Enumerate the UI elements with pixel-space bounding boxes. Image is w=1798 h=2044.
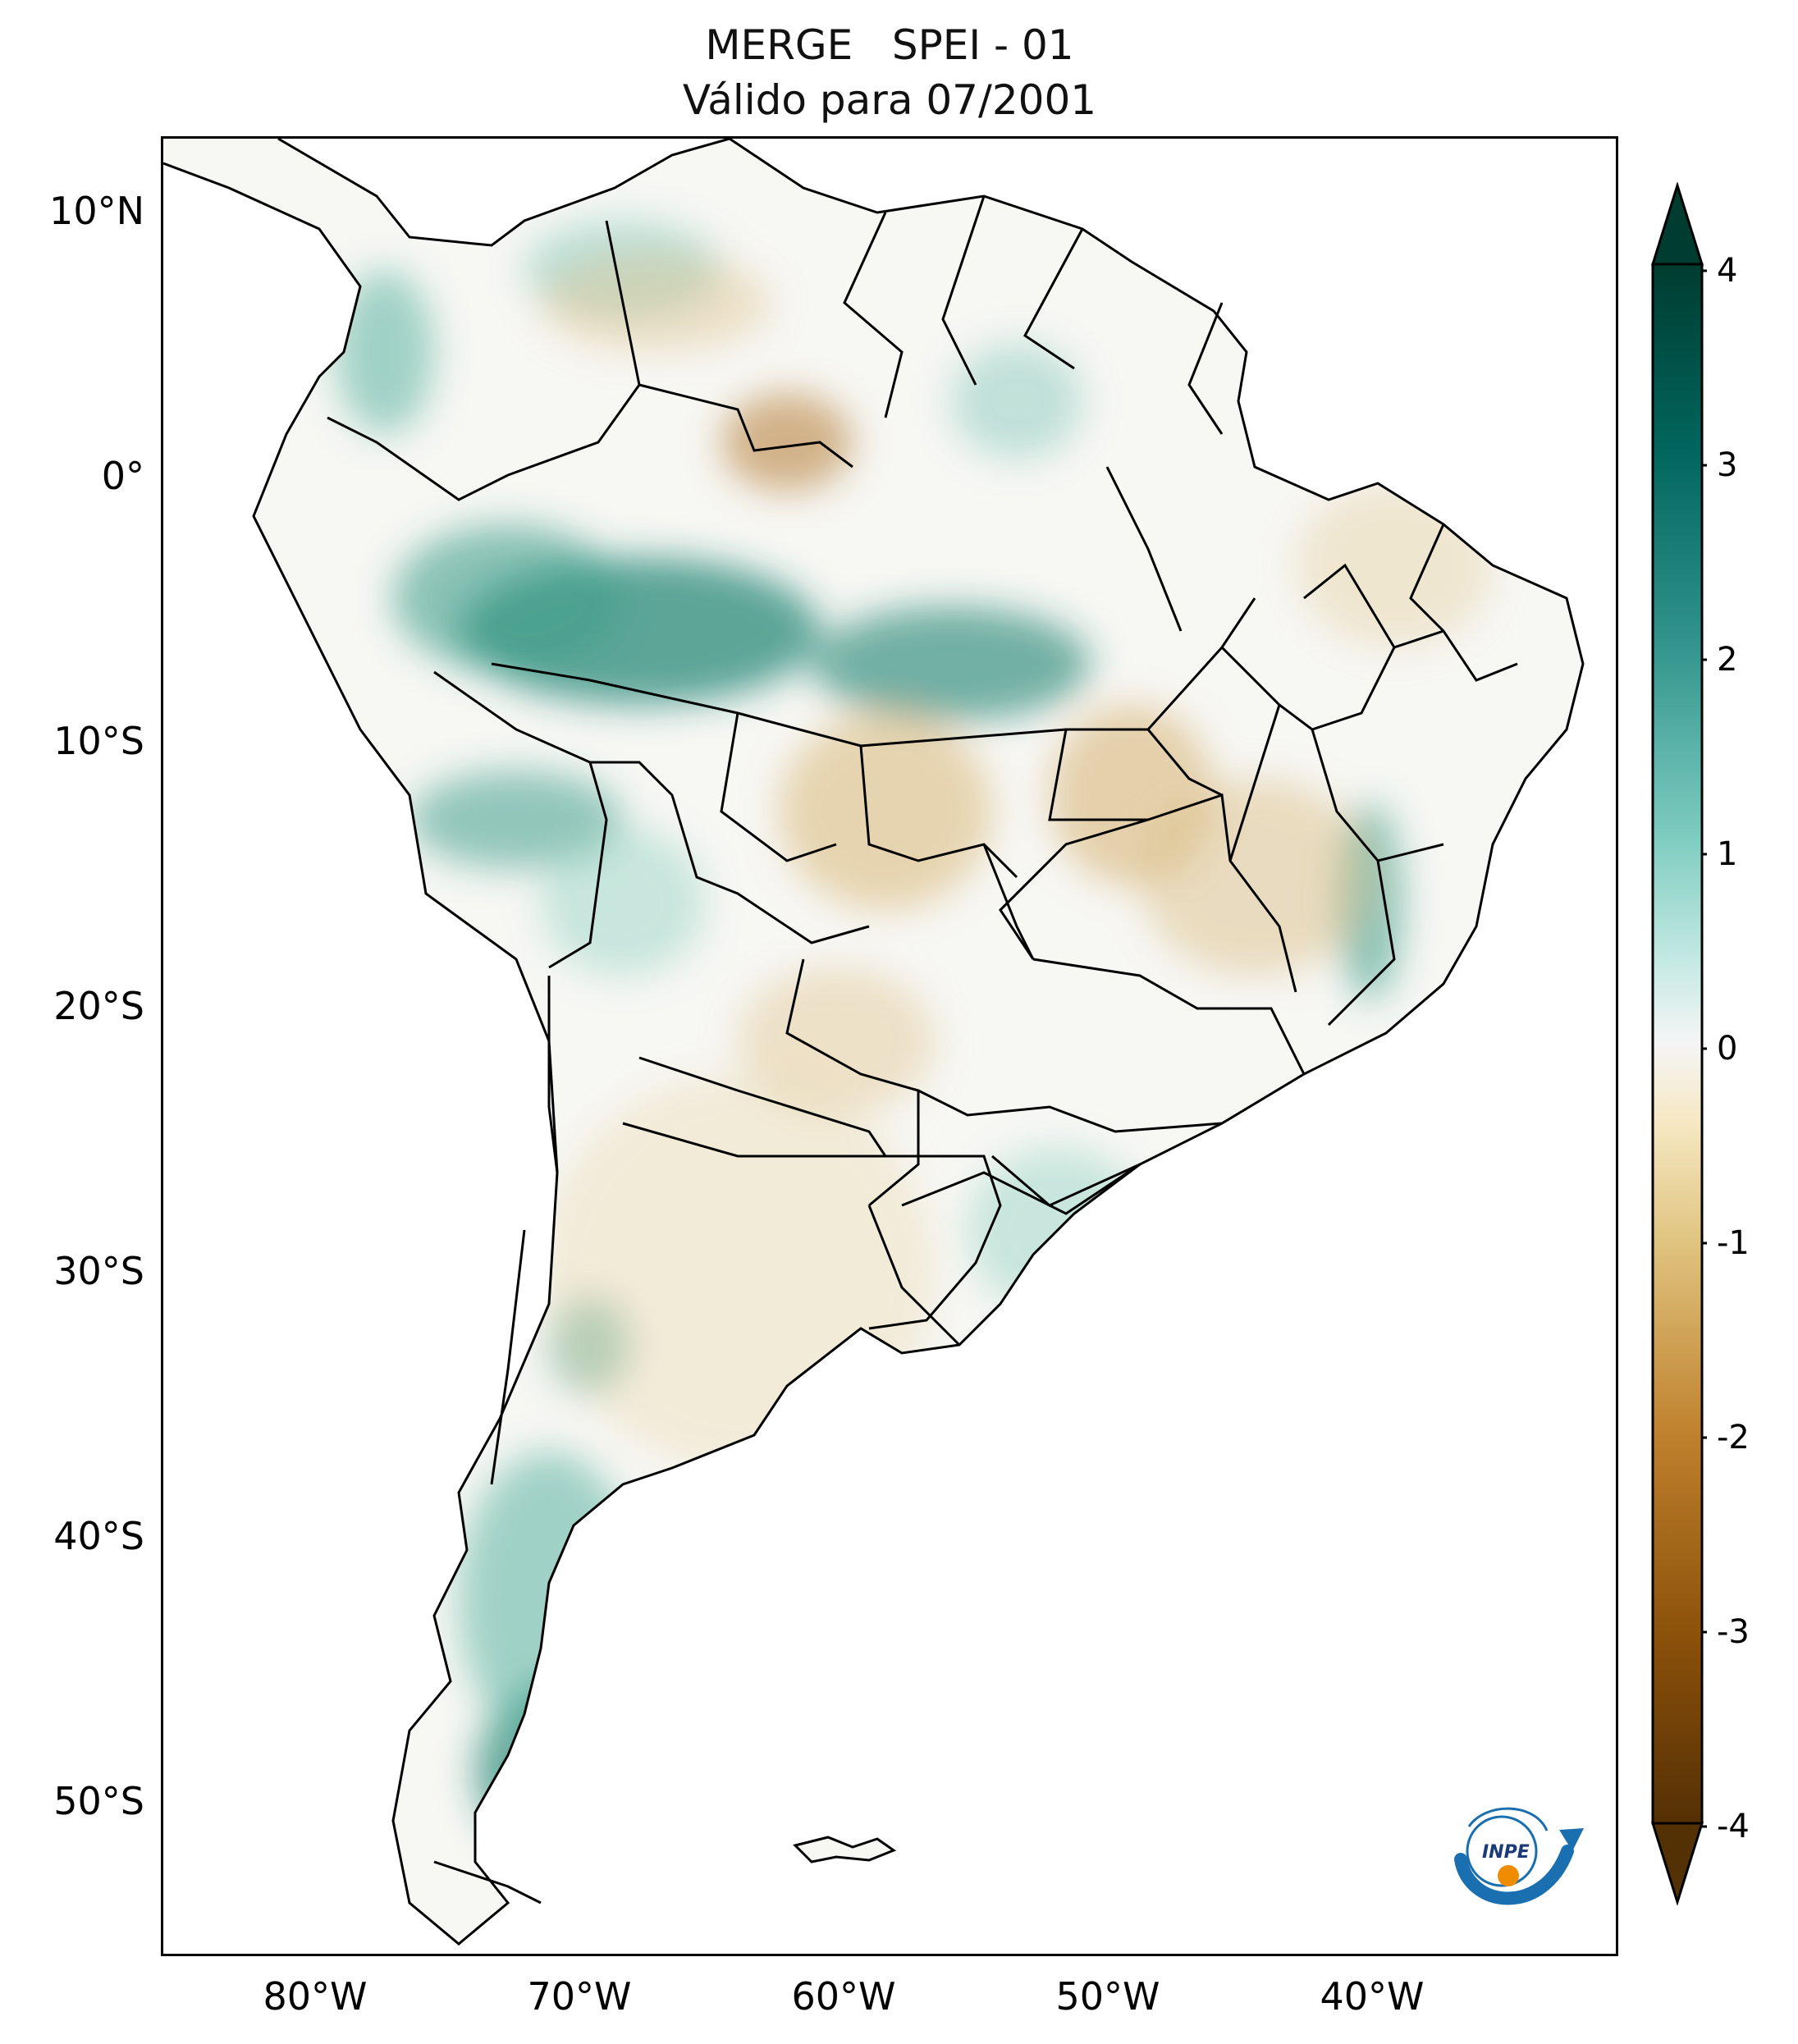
lat-tick-40s: 40°S bbox=[53, 1514, 144, 1558]
cb-tick-minus-4: -4 bbox=[1717, 1808, 1750, 1845]
cb-tick-4: 4 bbox=[1717, 252, 1738, 290]
lon-tick-50w: 50°W bbox=[1055, 1974, 1160, 2019]
map-title: MERGE SPEI - 01 bbox=[705, 21, 1074, 69]
lon-tick-40w: 40°W bbox=[1320, 1974, 1425, 2019]
lat-tick-50s: 50°S bbox=[53, 1779, 144, 1823]
lon-tick-60w: 60°W bbox=[791, 1974, 896, 2019]
south-america-map bbox=[163, 139, 1585, 1946]
lat-tick-20s: 20°S bbox=[53, 984, 144, 1028]
cb-tick-2: 2 bbox=[1717, 641, 1738, 679]
coastline bbox=[163, 139, 1585, 1946]
colorbar-extend-top bbox=[1650, 182, 1704, 266]
colorbar-ticks bbox=[1702, 269, 1707, 1828]
lat-tick-10n: 10°N bbox=[49, 189, 144, 233]
inpe-logo-text: INPE bbox=[1482, 1842, 1530, 1863]
cb-tick-minus-3: -3 bbox=[1717, 1613, 1750, 1651]
colorbar-body bbox=[1651, 263, 1704, 1825]
map-subtitle: Válido para 07/2001 bbox=[682, 76, 1097, 124]
cb-tick-1: 1 bbox=[1717, 835, 1738, 873]
lat-tick-30s: 30°S bbox=[53, 1249, 144, 1293]
lon-tick-70w: 70°W bbox=[527, 1974, 632, 2019]
colorbar bbox=[1650, 182, 1707, 1905]
lat-tick-0: 0° bbox=[101, 454, 144, 498]
colorbar-extend-bottom bbox=[1650, 1822, 1704, 1905]
lon-tick-80w: 80°W bbox=[263, 1974, 368, 2019]
cb-tick-0: 0 bbox=[1717, 1030, 1738, 1068]
falkland-islands bbox=[793, 1836, 897, 1863]
borders bbox=[327, 195, 1518, 1905]
lat-tick-10s: 10°S bbox=[53, 719, 144, 763]
map-panel bbox=[161, 136, 1618, 1956]
inpe-logo: INPE bbox=[1454, 1807, 1584, 1905]
cb-tick-minus-2: -2 bbox=[1717, 1419, 1750, 1456]
cb-tick-minus-1: -1 bbox=[1717, 1224, 1750, 1262]
cb-tick-3: 3 bbox=[1717, 446, 1738, 484]
